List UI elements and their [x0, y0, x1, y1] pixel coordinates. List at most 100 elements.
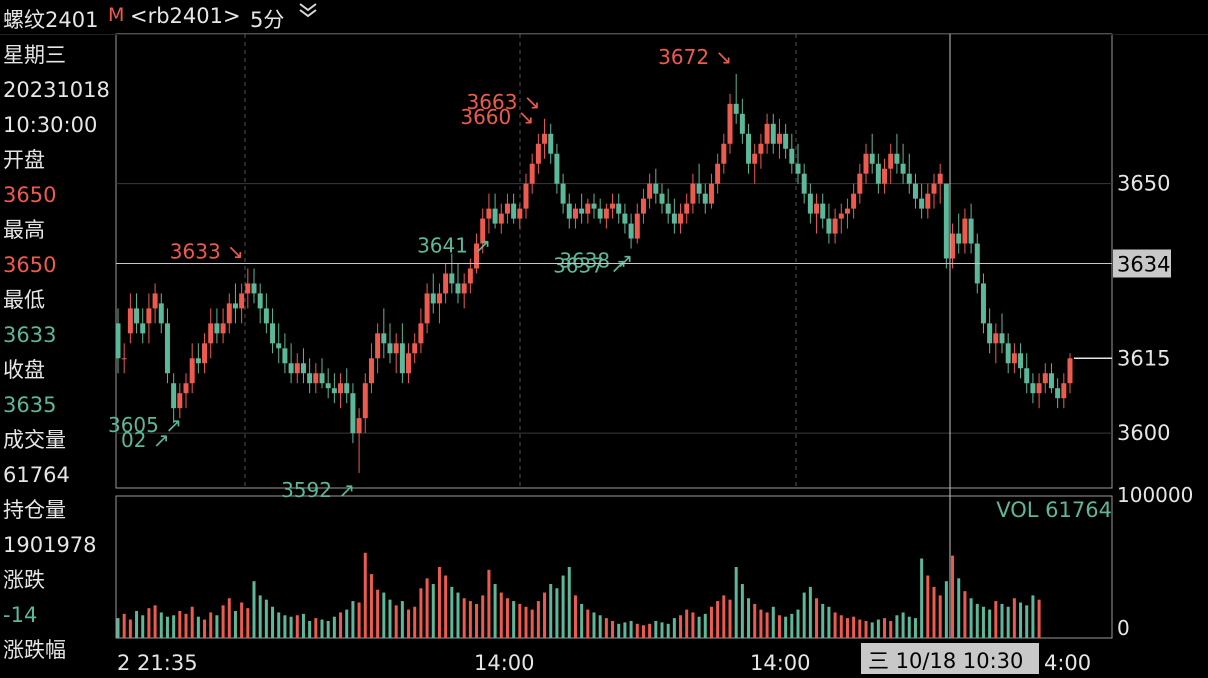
- candle-body: [622, 213, 628, 224]
- candle-body: [542, 133, 548, 144]
- volume-bar: [326, 620, 330, 638]
- candle: [399, 323, 405, 384]
- crosshair-price-label: 3634: [1117, 252, 1170, 276]
- volume-bar: [864, 620, 868, 638]
- volume-bar: [203, 619, 207, 638]
- candle: [542, 118, 548, 159]
- candle-body: [467, 268, 473, 284]
- candle-body: [164, 323, 170, 374]
- volume-bar: [883, 618, 887, 638]
- candle-body: [857, 173, 863, 194]
- volume-bar: [561, 575, 565, 638]
- candle-body: [356, 418, 362, 434]
- candle-body: [987, 323, 993, 344]
- candle-body: [956, 233, 962, 244]
- volume-bar: [369, 574, 373, 638]
- volume-bar: [394, 605, 398, 638]
- volume-bar: [876, 619, 880, 638]
- volume-bar: [320, 619, 324, 638]
- candle: [721, 133, 727, 174]
- volume-bar: [889, 620, 893, 638]
- candle: [381, 308, 387, 359]
- volume-bar: [796, 609, 800, 638]
- candle: [387, 323, 393, 364]
- volume-bar: [456, 592, 460, 638]
- symbol-code[interactable]: <rb2401>: [130, 4, 241, 28]
- candle: [820, 193, 826, 229]
- candle: [523, 173, 529, 219]
- candle-body: [393, 343, 399, 354]
- volume-bar: [475, 603, 479, 638]
- volume-bar: [135, 611, 139, 638]
- candle: [1011, 343, 1017, 374]
- candle: [912, 173, 918, 209]
- volume-bar: [852, 616, 856, 638]
- volume-bar: [165, 616, 169, 638]
- candle: [517, 203, 523, 229]
- candle: [1030, 373, 1036, 404]
- candle: [504, 193, 510, 224]
- candle-body: [1061, 383, 1067, 399]
- volume-bar: [685, 609, 689, 638]
- candle: [684, 193, 690, 224]
- candle-body: [325, 383, 331, 389]
- volume-tick-label: 100000: [1117, 483, 1193, 507]
- candle-body: [597, 208, 603, 219]
- symbol-name[interactable]: 螺纹2401: [3, 8, 99, 32]
- candle-body: [566, 203, 572, 219]
- candle-body: [418, 323, 424, 344]
- candle-body: [183, 383, 189, 394]
- volume-bar: [246, 608, 250, 638]
- candle: [368, 343, 374, 394]
- candle-body: [152, 293, 158, 309]
- double-chevron-down-icon[interactable]: [297, 1, 319, 20]
- candle-body: [412, 343, 418, 354]
- volume-bar: [221, 605, 225, 638]
- candle: [851, 183, 857, 219]
- volume-bar: [345, 609, 349, 638]
- price-annotation-label: 3638 ↗: [559, 249, 633, 273]
- candle-body: [585, 203, 591, 214]
- price-tick-label: 3600: [1117, 421, 1170, 445]
- candle-body: [943, 183, 949, 259]
- volume-bar: [357, 602, 361, 638]
- volume-bar: [499, 592, 503, 638]
- candle: [443, 263, 449, 304]
- candle: [418, 308, 424, 354]
- price-tick-label: 3650: [1117, 172, 1170, 196]
- volume-bar: [159, 612, 163, 638]
- candle: [882, 158, 888, 194]
- candle: [585, 198, 591, 224]
- period-selector[interactable]: 5分: [250, 8, 285, 32]
- info-label: 持仓量: [3, 498, 66, 522]
- volume-bar: [487, 569, 491, 638]
- volume-bar: [747, 598, 751, 638]
- volume-bar: [283, 615, 287, 638]
- candle-body: [146, 308, 152, 324]
- candle: [245, 268, 251, 309]
- candle: [282, 333, 288, 374]
- volume-bar: [926, 575, 930, 638]
- candle-body: [888, 153, 894, 169]
- info-value: 3650: [3, 183, 57, 207]
- candle-body: [1036, 383, 1042, 394]
- volume-bar: [209, 612, 213, 638]
- candle-body: [826, 218, 832, 234]
- candle: [325, 368, 331, 399]
- candle: [220, 308, 226, 344]
- candle-body: [1024, 368, 1030, 384]
- candle-body: [492, 208, 498, 224]
- candle: [937, 163, 943, 204]
- volume-bar: [128, 619, 132, 638]
- volume-bar: [308, 620, 312, 638]
- volume-bar: [839, 615, 843, 638]
- volume-bar: [722, 595, 726, 638]
- volume-bar: [660, 622, 664, 638]
- volume-bar: [277, 612, 281, 638]
- candle: [987, 308, 993, 354]
- candle-body: [140, 323, 146, 334]
- candle-body: [844, 208, 850, 214]
- volume-bar: [376, 589, 380, 638]
- info-label: 涨跌幅: [3, 638, 66, 662]
